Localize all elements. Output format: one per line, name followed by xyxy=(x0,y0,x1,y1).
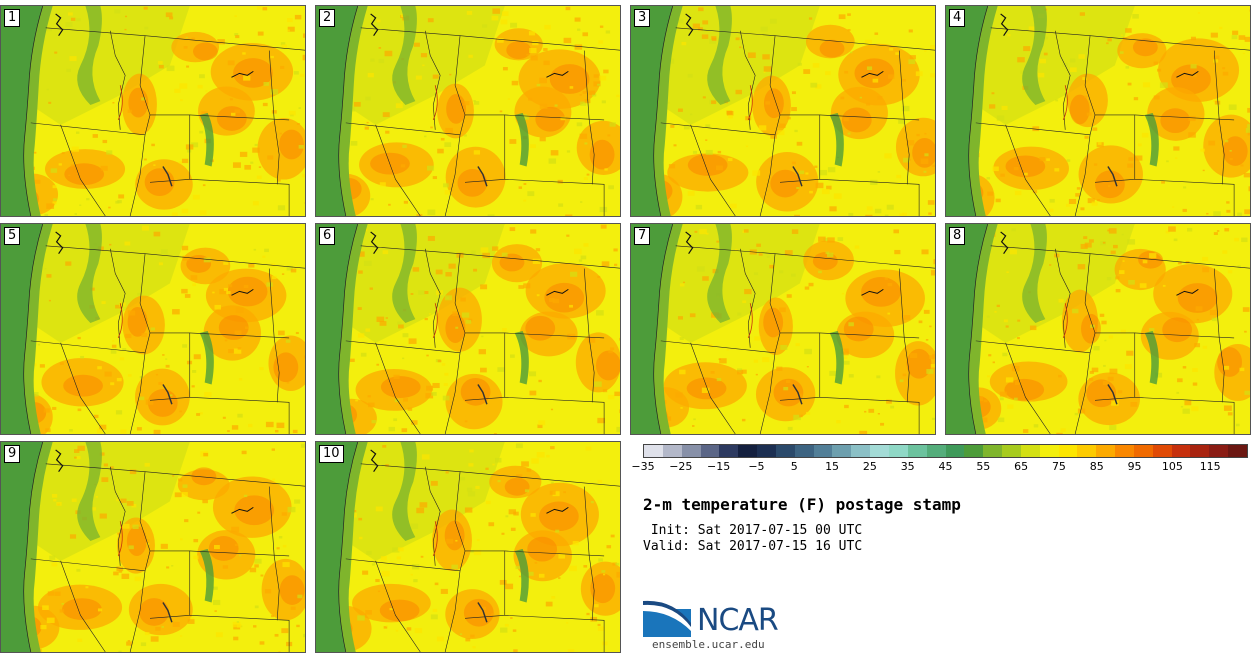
colorbar-tick-label: 105 xyxy=(1161,460,1183,473)
temperature-map xyxy=(316,6,620,216)
map-panel: 6 xyxy=(315,223,621,435)
colorbar-segment xyxy=(775,445,795,457)
member-number-label: 10 xyxy=(319,445,344,463)
colorbar-segment xyxy=(832,445,852,457)
colorbar-tick-labels: −35 −25 −15 −5 5 15 25 35 45 55 65 75 85 95 105 115 xyxy=(631,460,1248,476)
colorbar-segment xyxy=(926,445,946,457)
colorbar-segment xyxy=(813,445,833,457)
colorbar-segment xyxy=(1020,445,1040,457)
colorbar-tick-label: 35 xyxy=(900,460,915,473)
map-panel: 2 xyxy=(315,5,621,217)
member-number-label: 3 xyxy=(634,9,651,27)
colorbar-segment xyxy=(1152,445,1172,457)
colorbar-segment xyxy=(870,445,889,457)
colorbar-segment xyxy=(1190,445,1210,457)
colorbar-segment xyxy=(1228,445,1247,457)
member-number-label: 5 xyxy=(4,227,21,245)
member-number-label: 6 xyxy=(319,227,336,245)
map-panel: 7 xyxy=(630,223,936,435)
member-number-label: 2 xyxy=(319,9,336,27)
ncar-logo-icon xyxy=(643,600,691,637)
colorbar-segment xyxy=(757,445,776,457)
map-panel: 4 xyxy=(945,5,1251,217)
colorbar-segment xyxy=(738,445,758,457)
colorbar-segment xyxy=(851,445,871,457)
colorbar-tick-label: −25 xyxy=(669,460,693,473)
colorbar-tick-label: 75 xyxy=(1051,460,1066,473)
temperature-map xyxy=(631,224,935,434)
colorbar-tick-label: 85 xyxy=(1089,460,1104,473)
member-number-label: 1 xyxy=(4,9,21,27)
temperature-map xyxy=(316,224,620,434)
colorbar-segment xyxy=(945,445,965,457)
map-panel: 8 xyxy=(945,223,1251,435)
colorbar-segment xyxy=(907,445,927,457)
colorbar-segment xyxy=(644,445,663,457)
colorbar-segment xyxy=(700,445,720,457)
colorbar-segment xyxy=(1115,445,1134,457)
logo-text: NCAR xyxy=(697,603,779,638)
temperature-map xyxy=(631,6,935,216)
member-number-label: 8 xyxy=(949,227,966,245)
chart-title: 2-m temperature (F) postage stamp xyxy=(643,495,961,514)
colorbar-segment xyxy=(794,445,814,457)
colorbar-segment xyxy=(1058,445,1078,457)
logo-url: ensemble.ucar.edu xyxy=(652,638,765,651)
temperature-map xyxy=(1,6,305,216)
map-panel: 1 xyxy=(0,5,306,217)
colorbar-tick-label: 15 xyxy=(825,460,840,473)
colorbar-segment xyxy=(1039,445,1059,457)
colorbar-segment xyxy=(719,445,739,457)
member-number-label: 9 xyxy=(4,445,21,463)
colorbar-segment xyxy=(1002,445,1021,457)
colorbar-tick-label: 25 xyxy=(862,460,877,473)
colorbar-segment xyxy=(888,445,908,457)
colorbar-segment xyxy=(1133,445,1153,457)
temperature-map xyxy=(1,224,305,434)
colorbar-tick-label: 55 xyxy=(976,460,991,473)
temperature-map xyxy=(1,442,305,652)
colorbar-tick-label: −5 xyxy=(748,460,765,473)
colorbar-tick-label: 65 xyxy=(1014,460,1029,473)
member-number-label: 4 xyxy=(949,9,966,27)
colorbar-segment xyxy=(681,445,701,457)
map-panel: 9 xyxy=(0,441,306,653)
colorbar-segment xyxy=(1077,445,1097,457)
init-time: Init: Sat 2017-07-15 00 UTC xyxy=(643,523,863,538)
map-panel: 5 xyxy=(0,223,306,435)
colorbar-segment xyxy=(983,445,1003,457)
colorbar-tick-label: 5 xyxy=(790,460,798,473)
colorbar-segment xyxy=(964,445,984,457)
colorbar-segment xyxy=(1096,445,1116,457)
valid-time: Valid: Sat 2017-07-15 16 UTC xyxy=(643,539,863,554)
colorbar-tick-label: −35 xyxy=(631,460,655,473)
colorbar-segment xyxy=(1171,445,1191,457)
colorbar-segment xyxy=(1209,445,1229,457)
colorbar-tick-label: −15 xyxy=(707,460,731,473)
temperature-map xyxy=(316,442,620,652)
colorbar-tick-label: 95 xyxy=(1127,460,1142,473)
colorbar-segment xyxy=(662,445,682,457)
temperature-map xyxy=(946,6,1250,216)
member-number-label: 7 xyxy=(634,227,651,245)
colorbar-tick-label: 115 xyxy=(1199,460,1221,473)
temperature-map xyxy=(946,224,1250,434)
temperature-colorbar xyxy=(643,444,1248,458)
map-panel: 10 xyxy=(315,441,621,653)
map-panel: 3 xyxy=(630,5,936,217)
colorbar-tick-label: 45 xyxy=(938,460,953,473)
